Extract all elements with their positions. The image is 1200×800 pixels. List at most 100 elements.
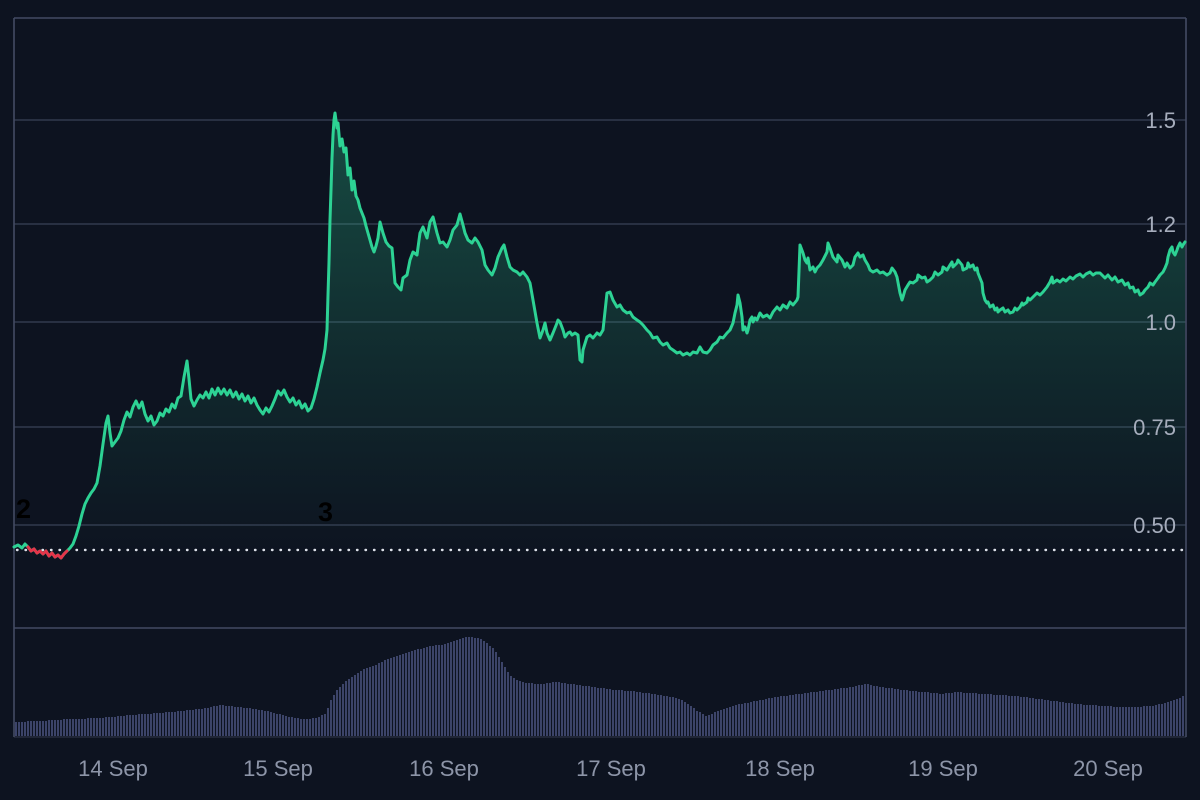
volume-bar xyxy=(51,720,53,736)
volume-bar xyxy=(762,700,764,736)
volume-bar xyxy=(615,690,617,736)
volume-bar xyxy=(213,706,215,736)
volume-bar xyxy=(999,695,1001,736)
volume-bar xyxy=(780,696,782,736)
volume-bar xyxy=(102,718,104,736)
volume-bar xyxy=(420,649,422,736)
volume-bar xyxy=(1083,705,1085,736)
volume-bar xyxy=(882,687,884,736)
y-axis-tick-label: 1.2 xyxy=(1145,212,1176,237)
x-axis-tick-label: 14 Sep xyxy=(78,756,148,781)
volume-bar xyxy=(510,676,512,736)
volume-bar xyxy=(174,712,176,736)
volume-bar xyxy=(1116,707,1118,736)
volume-bar xyxy=(1059,702,1061,736)
volume-bar xyxy=(489,646,491,736)
volume-bar xyxy=(351,677,353,736)
volume-bar xyxy=(228,706,230,736)
volume-bar xyxy=(576,685,578,736)
volume-bar xyxy=(63,719,65,736)
volume-bar xyxy=(312,718,314,736)
volume-bar xyxy=(1095,705,1097,736)
volume-bar xyxy=(546,683,548,736)
volume-bar xyxy=(873,686,875,736)
volume-bar xyxy=(807,693,809,736)
volume-bar xyxy=(18,722,20,736)
volume-bar xyxy=(816,692,818,736)
annotation-marker: 3 xyxy=(318,497,333,527)
volume-bar xyxy=(1020,697,1022,736)
volume-bar xyxy=(867,684,869,736)
volume-bar xyxy=(1137,707,1139,736)
volume-bar xyxy=(531,683,533,736)
volume-bar xyxy=(885,688,887,736)
volume-bar xyxy=(441,645,443,736)
volume-bar xyxy=(198,709,200,736)
volume-bar xyxy=(453,641,455,736)
volume-bar xyxy=(753,701,755,736)
volume-bar xyxy=(405,653,407,736)
volume-bar xyxy=(360,671,362,736)
volume-bar xyxy=(819,691,821,736)
volume-bar xyxy=(1050,701,1052,736)
volume-bar xyxy=(507,672,509,736)
volume-bar xyxy=(540,684,542,736)
volume-bar xyxy=(390,658,392,736)
volume-bar xyxy=(612,690,614,736)
volume-bar xyxy=(81,719,83,736)
volume-bar xyxy=(810,692,812,736)
volume-bar xyxy=(30,721,32,736)
volume-bar xyxy=(288,717,290,736)
volume-bar xyxy=(300,719,302,736)
volume-bar xyxy=(513,678,515,736)
volume-bar xyxy=(993,695,995,736)
volume-bar xyxy=(624,691,626,736)
volume-bar xyxy=(72,719,74,736)
volume-bar xyxy=(429,646,431,736)
volume-bar xyxy=(492,648,494,736)
volume-bar xyxy=(498,657,500,736)
volume-bar xyxy=(918,692,920,736)
volume-bar xyxy=(435,645,437,736)
volume-bar xyxy=(147,714,149,736)
volume-bar xyxy=(1023,697,1025,736)
volume-bar xyxy=(669,697,671,736)
volume-bar xyxy=(990,694,992,736)
volume-bar xyxy=(774,697,776,736)
volume-bar xyxy=(792,695,794,736)
volume-bar xyxy=(1056,701,1058,736)
volume-bar xyxy=(96,718,98,736)
volume-bar xyxy=(42,721,44,736)
y-axis-tick-label: 1.5 xyxy=(1145,108,1176,133)
volume-bar xyxy=(357,673,359,736)
volume-bar xyxy=(432,646,434,736)
volume-bar xyxy=(789,695,791,736)
volume-bar xyxy=(117,716,119,736)
volume-bar xyxy=(714,712,716,736)
volume-bar xyxy=(735,705,737,736)
volume-bar xyxy=(933,693,935,736)
volume-bar xyxy=(684,702,686,736)
volume-bar xyxy=(108,717,110,736)
volume-bar xyxy=(1176,699,1178,736)
volume-bar xyxy=(375,665,377,736)
volume-bar xyxy=(423,648,425,736)
price-line xyxy=(12,111,1187,560)
volume-bar xyxy=(768,698,770,736)
volume-bar xyxy=(1101,706,1103,736)
volume-bar xyxy=(153,713,155,736)
volume-bar xyxy=(879,687,881,736)
volume-bar xyxy=(411,651,413,736)
volume-bar xyxy=(606,689,608,736)
volume-bar xyxy=(759,700,761,736)
volume-bar xyxy=(621,690,623,736)
volume-bar xyxy=(864,684,866,736)
volume-bar xyxy=(483,641,485,736)
volume-bar xyxy=(558,682,560,736)
volume-bar xyxy=(345,681,347,736)
volume-bar xyxy=(462,638,464,736)
volume-bar xyxy=(378,663,380,736)
volume-bar xyxy=(954,692,956,736)
volume-bar xyxy=(636,692,638,736)
